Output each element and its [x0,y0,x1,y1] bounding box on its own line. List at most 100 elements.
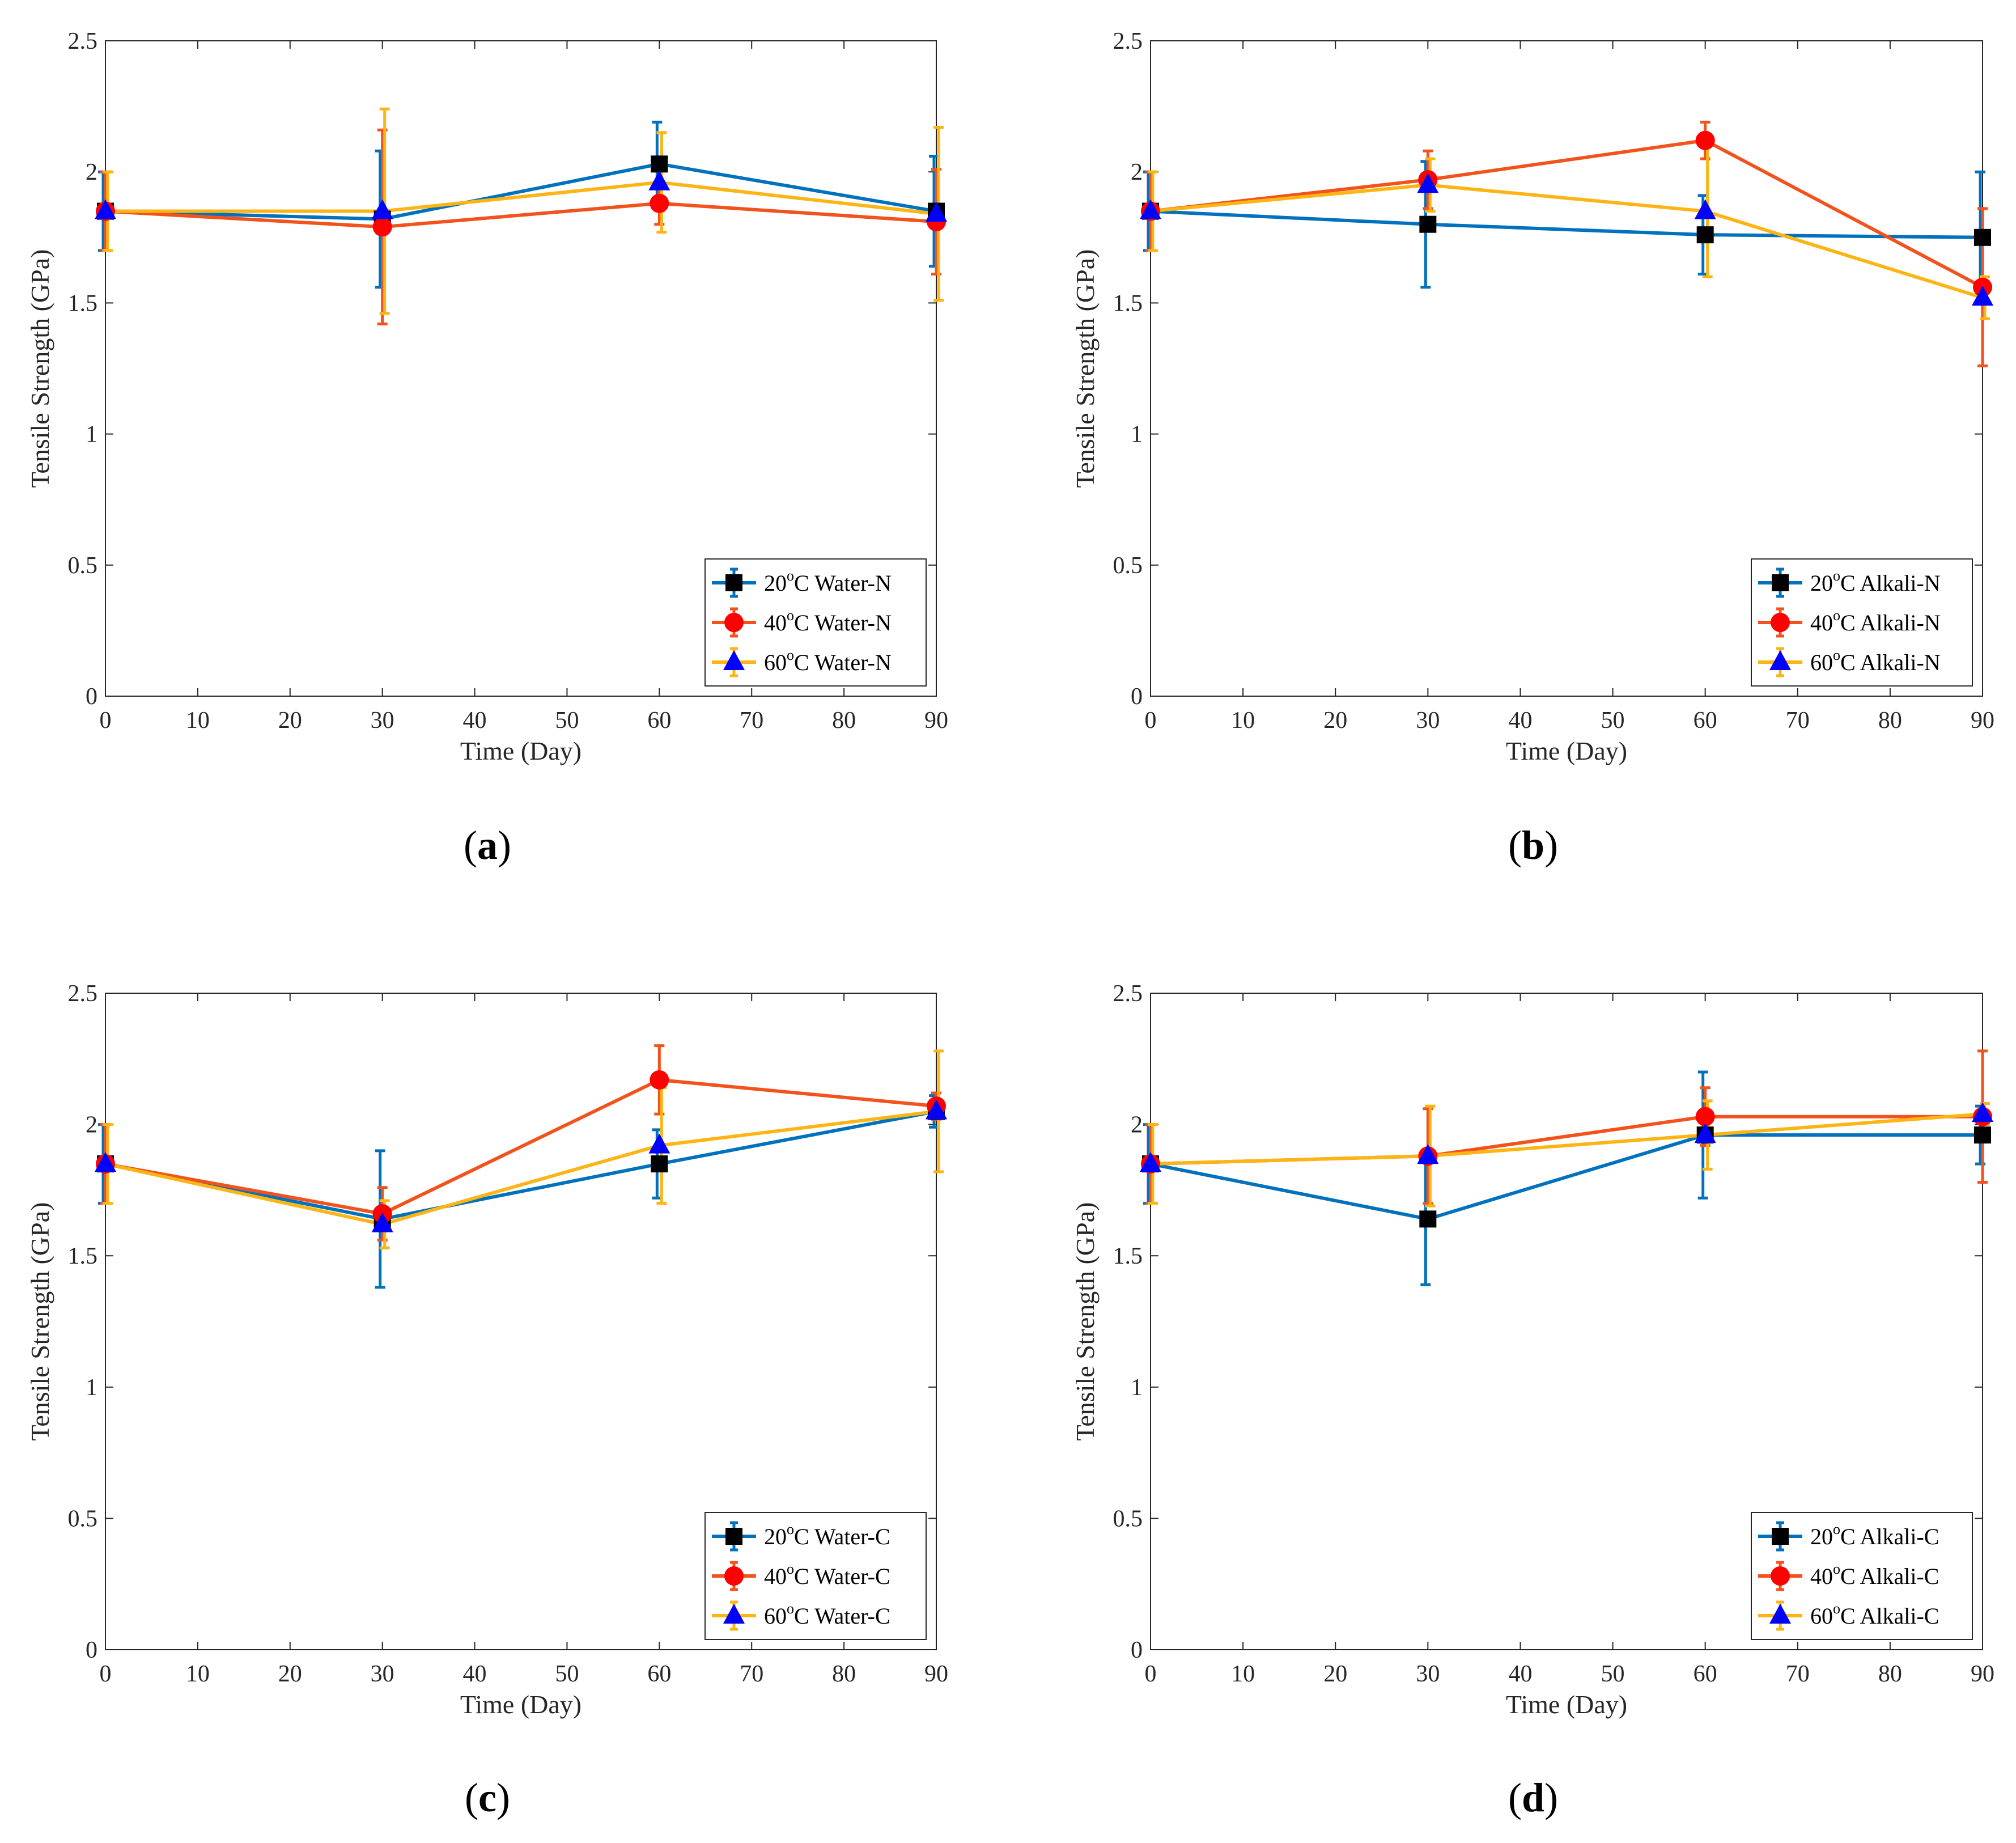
legend-item: 60oC Alkali-N [1758,647,1941,677]
x-tick-label: 70 [740,1661,763,1687]
legend-marker-circle [724,613,744,632]
x-tick-label: 90 [924,1661,948,1687]
legend-item: 40oC Water-C [712,1561,890,1591]
x-tick-label: 40 [463,707,487,734]
legend-item: 40oC Alkali-C [1758,1561,1939,1591]
x-tick-label: 60 [1694,707,1717,734]
y-tick-label: 0 [86,1637,97,1663]
data-point-triangle [926,202,947,222]
legend: 20oC Water-N 40oC Water-N 60oC Water-N [704,558,927,687]
x-tick-label: 30 [1416,707,1440,734]
x-tick-label: 80 [1878,1661,1902,1687]
series-line-yellow [1150,183,1983,300]
x-tick-label: 70 [1786,1661,1810,1687]
y-tick-label: 1 [1131,422,1143,448]
x-tick-label: 30 [371,1661,394,1687]
y-tick-label: 1 [86,422,97,448]
x-tick-label: 30 [371,707,394,734]
x-tick-label: 90 [1971,707,1994,734]
chart-panel-c: 0 10 20 30 40 50 60 70 80 90 0 0.5 1 1.5 2 2.5 Time (Day… [26,981,948,1719]
legend-label: 60oC Water-N [764,647,892,675]
legend-item: 20oC Alkali-N [1758,567,1941,598]
x-axis-label: Time (Day) [1506,1690,1627,1719]
data-point-triangle [648,170,670,190]
data-point-circle [650,1070,669,1090]
x-tick-label: 70 [1786,707,1810,734]
legend-marker-circle [724,1566,744,1586]
data-point-square [1974,228,1991,246]
y-tick-label: 0.5 [1113,553,1143,579]
series-line-blue [105,1109,937,1221]
data-point-circle [1695,130,1715,150]
x-tick-label: 20 [1323,707,1347,734]
legend-label: 20oC Alkali-C [1810,1521,1939,1549]
x-tick-label: 80 [832,707,856,734]
data-point-triangle [1140,1152,1161,1172]
x-tick-label: 50 [555,707,579,734]
series-line-yellow [105,180,937,216]
panel-label-a: (a) [464,823,511,868]
series-line-blue [1150,209,1983,239]
y-tick-label: 0.5 [1113,1506,1143,1532]
legend-marker-square [1772,1528,1789,1545]
data-point-triangle [95,199,116,219]
legend-label: 60oC Water-C [764,1600,890,1629]
x-tick-label: 10 [1231,1661,1255,1687]
y-tick-label: 2 [1131,159,1143,185]
legend-label: 60oC Alkali-N [1810,647,1941,675]
data-point-square [1419,215,1437,233]
legend-marker-triangle [723,1604,745,1624]
y-tick-label: 0 [86,684,97,710]
legend-item: 60oC Water-N [712,647,892,677]
y-tick-label: 2.5 [68,28,98,54]
panel-label-c: (c) [465,1775,510,1820]
y-tick-label: 0 [1131,684,1143,710]
series-line-yellow [105,1109,937,1226]
legend-label: 40oC Alkali-N [1810,607,1941,635]
legend-marker-triangle [1769,650,1791,670]
data-point-triangle [1694,199,1716,219]
data-point-triangle [371,1212,393,1232]
data-point-triangle [1417,173,1439,193]
x-tick-label: 40 [463,1661,487,1687]
x-tick-label: 50 [1601,1661,1625,1687]
y-tick-label: 1.5 [68,1243,98,1269]
x-tick-label: 80 [832,1661,856,1687]
data-point-circle [1695,1107,1715,1126]
series-line-orange [1150,138,1984,289]
legend-item: 20oC Water-C [712,1521,890,1552]
chart-panel-b: 0 10 20 30 40 50 60 70 80 90 0 0.5 1 1.5 2 2.5 Time (Day… [1071,28,1994,765]
x-axis-label: Time (Day) [460,736,582,765]
y-tick-label: 2 [86,1112,97,1138]
y-tick-label: 2 [86,159,97,185]
data-point-triangle [1140,199,1161,219]
x-tick-label: 90 [1971,1661,1994,1687]
y-tick-label: 0.5 [68,553,98,579]
y-tick-label: 1.5 [1113,290,1143,316]
y-axis-label: Tensile Strength (GPa) [26,1202,54,1441]
data-point-circle [650,193,669,213]
y-tick-label: 2.5 [68,981,98,1007]
legend-item: 40oC Water-N [712,607,892,638]
x-tick-label: 20 [278,707,302,734]
series-line-blue [105,162,937,221]
x-tick-label: 10 [1231,707,1255,734]
legend-item: 20oC Alkali-C [1758,1521,1939,1552]
y-tick-label: 1.5 [1113,1243,1143,1269]
x-tick-label: 40 [1508,707,1532,734]
y-axis-label: Tensile Strength (GPa) [26,249,54,488]
legend-label: 20oC Water-C [764,1521,890,1549]
data-point-square [1974,1126,1991,1144]
y-tick-label: 0.5 [68,1506,98,1532]
legend-marker-triangle [723,650,745,670]
legend-label: 40oC Water-C [764,1561,890,1589]
legend: 20oC Water-C 40oC Water-C 60oC Water-C [704,1512,927,1640]
x-axis-label: Time (Day) [460,1690,582,1719]
legend-item: 60oC Water-C [712,1600,890,1631]
x-tick-label: 0 [1145,1661,1157,1687]
legend-item: 20oC Water-N [712,567,892,598]
data-point-triangle [95,1152,116,1172]
data-point-triangle [926,1099,947,1120]
x-axis-label: Time (Day) [1506,736,1627,765]
data-point-square [1419,1210,1437,1228]
